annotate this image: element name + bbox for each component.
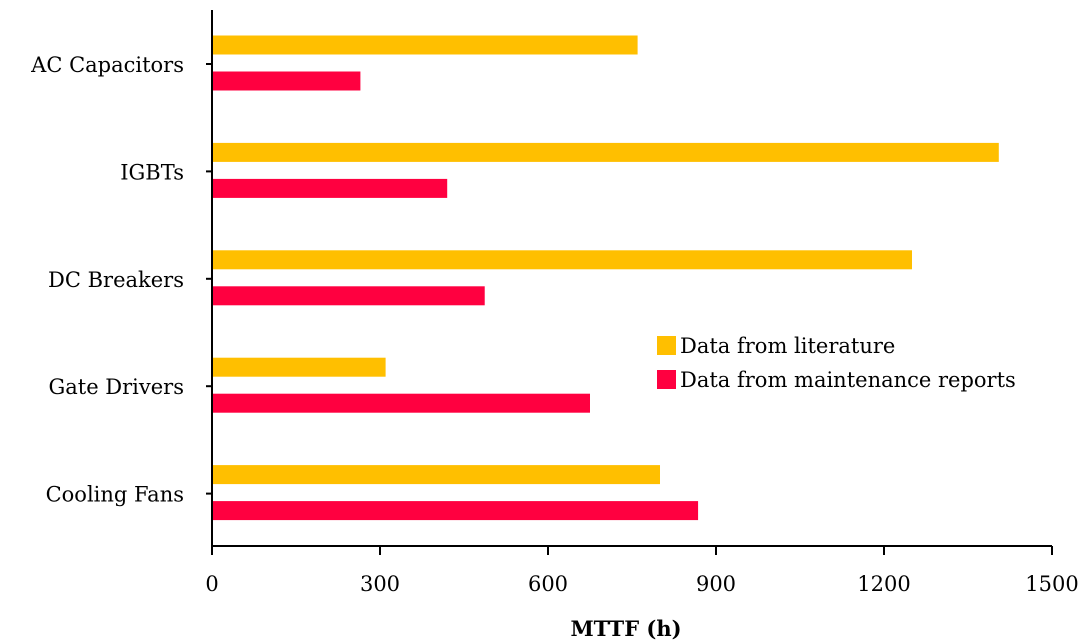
legend-label: Data from literature: [680, 334, 895, 358]
bars-layer: [212, 35, 999, 521]
x-tick-label: 1200: [857, 572, 910, 596]
category-label: Gate Drivers: [48, 375, 184, 399]
bar-literature-gate-drivers: [212, 357, 386, 377]
x-tick-label: 0: [205, 572, 218, 596]
x-tick-label: 1500: [1025, 572, 1078, 596]
category-label: AC Capacitors: [30, 53, 184, 77]
bar-maintenance-gate-drivers: [212, 393, 590, 413]
x-axis-title: MTTF (h): [570, 616, 681, 641]
bar-literature-dc-breakers: [212, 250, 912, 270]
x-tick-label: 600: [528, 572, 568, 596]
ticks-layer: 0 300 600 900 1200 1500: [205, 546, 1079, 596]
bar-maintenance-igbts: [212, 178, 448, 198]
bar-literature-ac-capacitors: [212, 35, 638, 55]
category-label: Cooling Fans: [46, 483, 184, 507]
x-tick-label: 300: [360, 572, 400, 596]
bar-maintenance-cooling-fans: [212, 501, 699, 521]
x-tick-label: 900: [696, 572, 736, 596]
category-label: DC Breakers: [48, 268, 184, 292]
bar-maintenance-ac-capacitors: [212, 71, 361, 91]
category-label: IGBTs: [120, 160, 184, 184]
legend-swatch: [657, 336, 676, 355]
category-labels: AC Capacitors IGBTs DC Breakers Gate Driver…: [30, 53, 212, 507]
bar-literature-igbts: [212, 142, 999, 162]
bar-maintenance-dc-breakers: [212, 286, 485, 306]
legend-swatch: [657, 370, 676, 389]
bar-literature-cooling-fans: [212, 465, 660, 485]
legend-label: Data from maintenance reports: [680, 368, 1016, 392]
legend: Data from literature Data from maintenanc…: [657, 334, 1016, 392]
